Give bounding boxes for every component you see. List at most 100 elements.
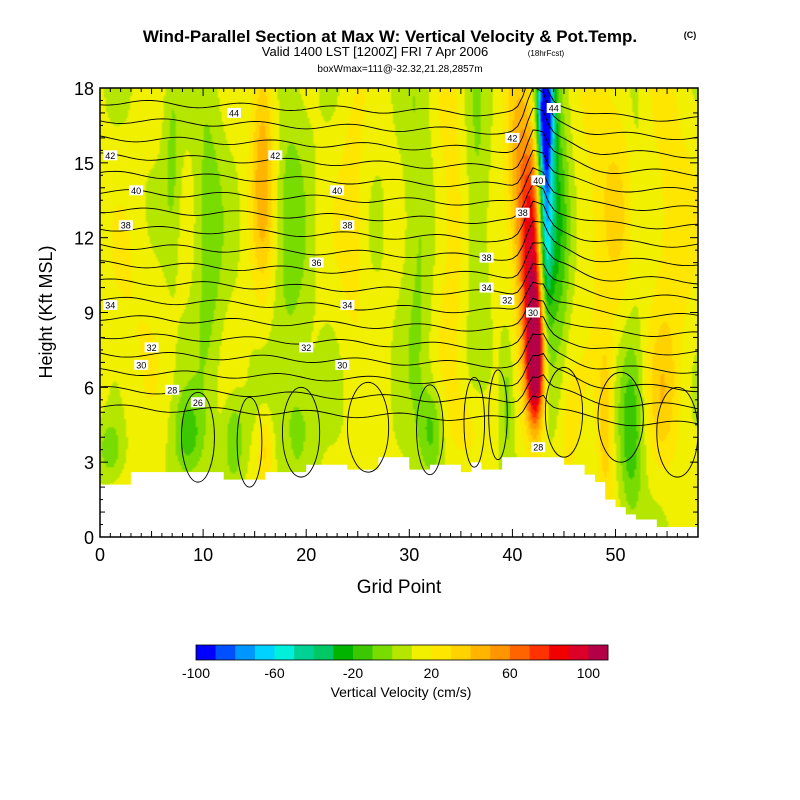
- colorbar-tick-label: 100: [577, 665, 601, 681]
- theta-label-background: [103, 300, 118, 310]
- theta-isoline: [416, 384, 444, 476]
- theta-label: 32: [299, 342, 314, 353]
- y-tick-label: 9: [84, 304, 94, 324]
- colorbar-frame: [195, 644, 609, 661]
- theta-isoline: [100, 314, 698, 356]
- theta-label-background: [340, 220, 355, 231]
- theta-isoline: [100, 374, 698, 410]
- theta-label-text: 28: [167, 385, 177, 395]
- x-tick-label: 0: [95, 545, 105, 565]
- colorbar-swatch: [235, 645, 256, 660]
- theta-isoline: [463, 376, 486, 468]
- y-tick-label: 3: [84, 453, 94, 473]
- theta-label-background: [500, 295, 515, 305]
- theta-label-background: [526, 307, 540, 318]
- colorbar-label: Vertical Velocity (cm/s): [331, 684, 472, 700]
- theta-isoline: [100, 167, 698, 211]
- theta-isoline: [100, 297, 698, 337]
- colorbar-swatch: [470, 645, 491, 660]
- colorbar-swatch: [431, 645, 452, 660]
- theta-isoline: [100, 129, 698, 177]
- theta-label-text: 32: [147, 343, 157, 353]
- theta-label: 30: [526, 307, 540, 318]
- theta-label-text: 36: [311, 258, 321, 268]
- theta-label-text: 38: [518, 208, 528, 218]
- theta-isoline: [100, 88, 698, 141]
- theta-isoline: [100, 242, 698, 285]
- theta-label: 40: [531, 175, 546, 186]
- theta-isoline: [236, 396, 263, 488]
- theta-label: 38: [118, 220, 133, 231]
- theta-isoline: [488, 369, 508, 461]
- valid-time: Valid 1400 LST [1200Z] FRI 7 Apr 2006: [262, 44, 488, 59]
- theta-isoline: [100, 352, 698, 393]
- colorbar-swatch: [196, 645, 216, 660]
- theta-label-text: 30: [136, 360, 146, 370]
- colorbar-swatch: [352, 645, 373, 660]
- theta-isoline: [544, 366, 584, 458]
- y-tick-label: 12: [74, 229, 94, 249]
- colorbar-swatch: [490, 645, 511, 660]
- theta-isoline: [100, 149, 698, 193]
- theta-label-background: [335, 359, 350, 370]
- theta-label: 42: [103, 150, 118, 161]
- y-tick-label: 15: [74, 154, 94, 174]
- theta-label-text: 30: [528, 308, 538, 318]
- chart-title-mark: (C): [684, 30, 697, 40]
- theta-label: 34: [479, 282, 494, 293]
- theta-label-background: [227, 107, 241, 118]
- theta-label-background: [268, 150, 283, 161]
- colorbar: -100 -60 -20 20 60 100: [182, 644, 609, 681]
- theta-label-background: [479, 282, 494, 293]
- theta-label-text: 42: [270, 151, 280, 161]
- theta-isoline: [180, 391, 215, 483]
- theta-label-background: [134, 359, 149, 370]
- theta-label-text: 44: [229, 108, 239, 118]
- x-tick-label: 20: [296, 545, 316, 565]
- y-axis-label: Height (Kft MSL): [36, 245, 56, 378]
- theta-label: 44: [227, 107, 241, 118]
- theta-isoline: [282, 386, 321, 478]
- theta-label-background: [309, 257, 324, 268]
- theta-isoline: [100, 183, 698, 230]
- theta-label-background: [515, 207, 530, 218]
- colorbar-swatch: [215, 645, 236, 660]
- x-tick-label: 10: [193, 545, 213, 565]
- theta-isoline: [100, 281, 698, 319]
- theta-label-text: 40: [332, 186, 342, 196]
- theta-label: 26: [190, 397, 205, 408]
- x-axis: 0 10 20 30 40 50: [95, 88, 699, 565]
- colorbar-swatch: [333, 645, 354, 660]
- theta-label: 34: [340, 300, 355, 311]
- colorbar-swatch: [529, 645, 550, 660]
- theta-label-background: [340, 300, 355, 310]
- theta-label-text: 42: [507, 133, 517, 143]
- theta-label: 42: [505, 132, 520, 143]
- theta-label: 44: [546, 103, 561, 114]
- x-axis-label: Grid Point: [357, 577, 442, 598]
- theta-label-text: 28: [533, 443, 543, 453]
- theta-label: 38: [515, 207, 530, 218]
- theta-isoline: [597, 371, 644, 463]
- theta-isoline: [100, 220, 698, 267]
- theta-label: 40: [330, 185, 345, 196]
- theta-label-background: [479, 252, 494, 263]
- theta-label: 28: [165, 384, 180, 395]
- theta-label: 32: [144, 342, 159, 353]
- x-tick-label: 50: [606, 545, 626, 565]
- theta-label: 40: [129, 185, 144, 196]
- y-tick-label: 6: [84, 378, 94, 398]
- theta-label-text: 38: [342, 221, 352, 231]
- theta-label-text: 34: [482, 283, 492, 293]
- colorbar-tick-label: 20: [424, 665, 440, 681]
- colorbar-tick-label: -20: [343, 665, 363, 681]
- theta-label: 30: [335, 359, 350, 370]
- colorbar-swatch: [392, 645, 413, 660]
- theta-label-text: 26: [193, 398, 203, 408]
- colorbar-swatch: [568, 645, 589, 660]
- theta-label-background: [330, 185, 345, 196]
- theta-label-text: 30: [337, 360, 347, 370]
- colorbar-tick-label: -100: [182, 665, 210, 681]
- theta-label-background: [505, 132, 520, 143]
